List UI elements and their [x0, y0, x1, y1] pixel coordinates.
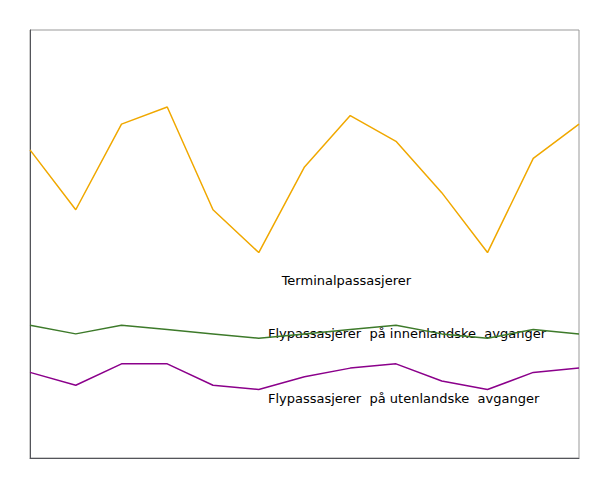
- svg-text:Flypassasjerer på utenlandske: Flypassasjerer på utenlandske avganger: [268, 391, 540, 406]
- svg-text:Flypassasjerer på innenlandske: Flypassasjerer på innenlandske avganger: [267, 326, 546, 342]
- svg-text:Terminalpassasjerer: Terminalpassasjerer: [281, 273, 412, 288]
